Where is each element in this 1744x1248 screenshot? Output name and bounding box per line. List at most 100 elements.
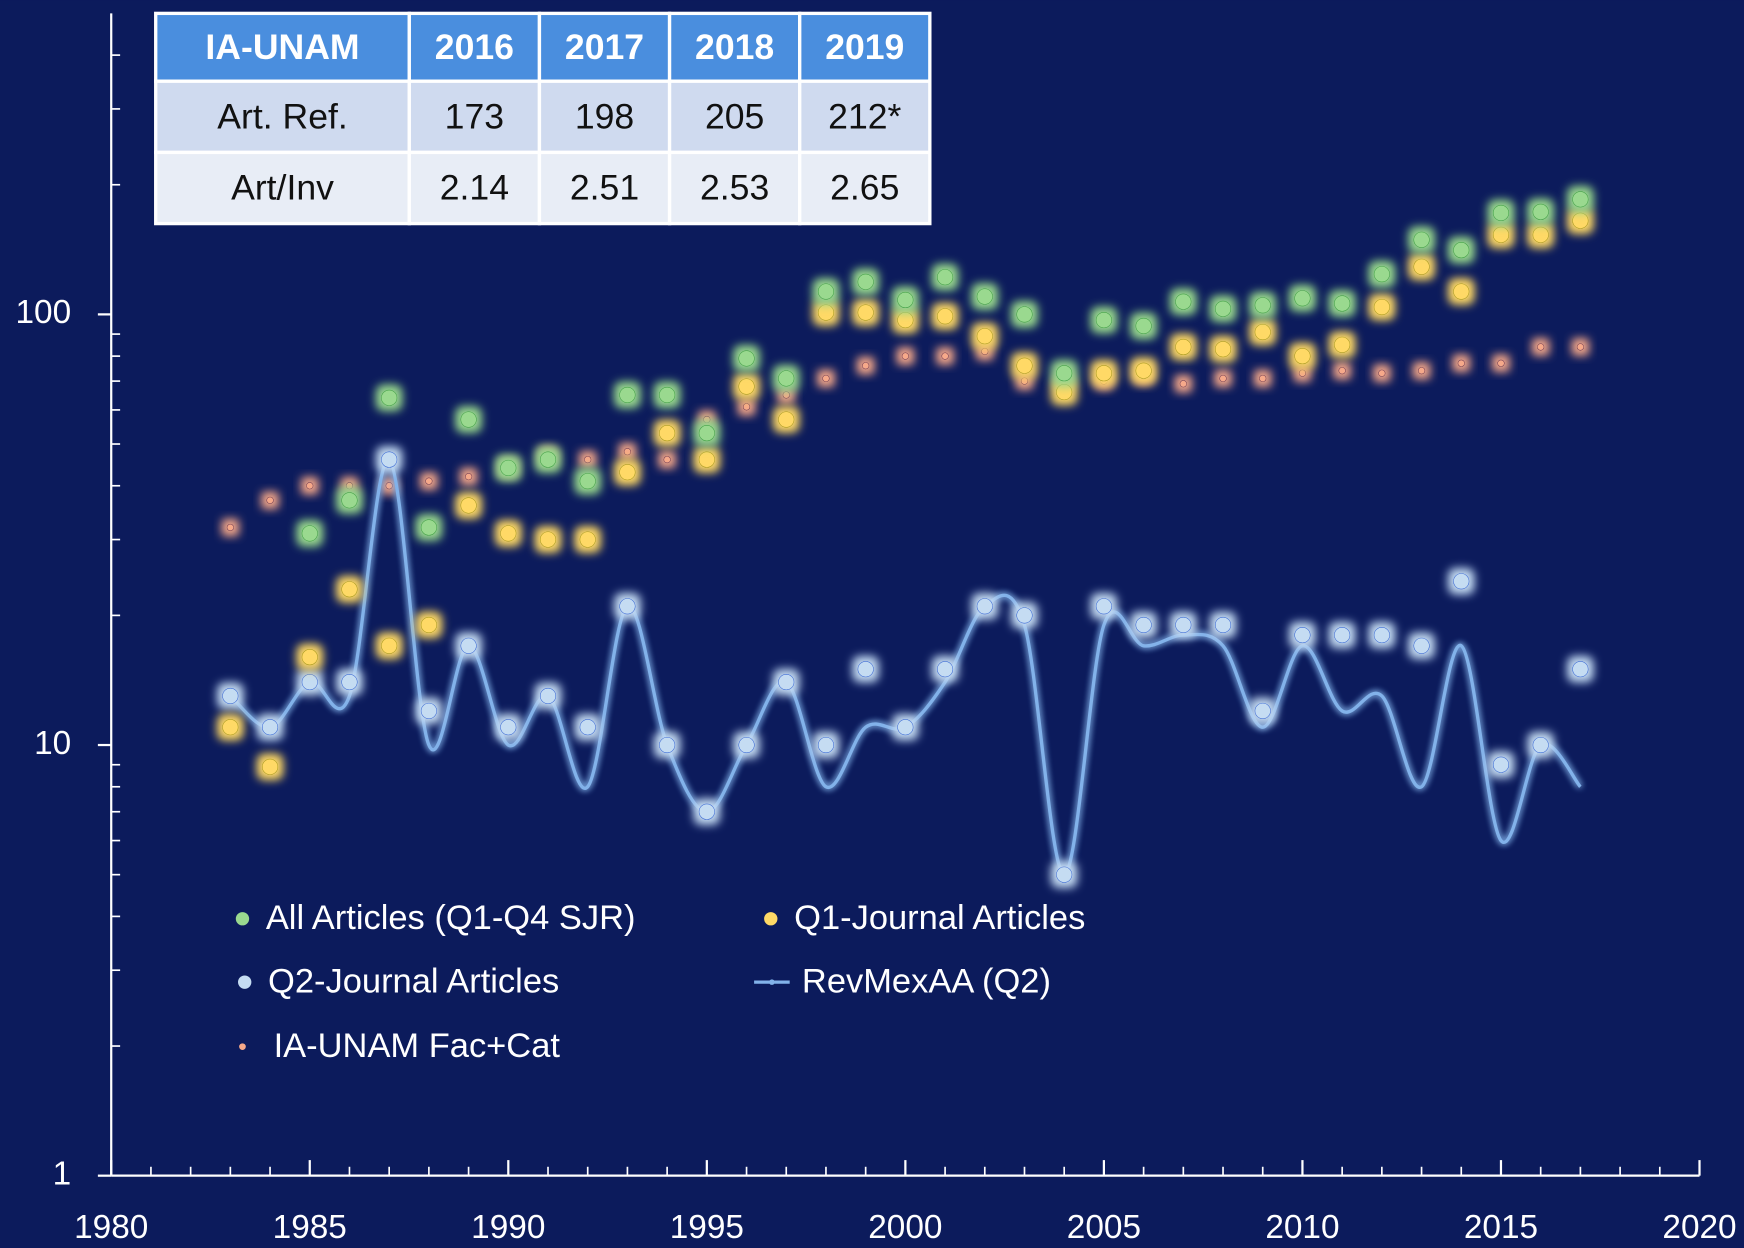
data-point [222,687,239,705]
data-point [385,482,393,490]
table: IA-UNAM 2016 2017 2018 2019 Art. Ref. 173 198 20… [154,11,932,226]
data-point [584,456,592,464]
data-point [619,386,636,404]
legend-symbol [769,979,775,985]
table-value: 205 [705,96,764,136]
data-point [1338,367,1346,375]
data-point [420,616,437,634]
data-point [341,674,358,691]
data-point [937,661,954,678]
x-tick-label: 2020 [1662,1209,1736,1246]
data-point [1214,616,1232,634]
data-point [1020,377,1029,385]
data-point [1373,298,1390,316]
table-cell [537,11,672,83]
data-point [464,473,473,481]
x-tick-label: 2000 [868,1209,942,1246]
data-point [1532,736,1549,754]
data-point [981,347,989,356]
data-point [817,304,835,321]
data-point [539,451,557,468]
table-value: 198 [575,96,634,136]
data-point [782,391,790,399]
data-point [778,411,795,428]
data-point [1056,384,1073,401]
data-point [345,482,354,490]
table-cell [154,150,411,226]
data-point [1016,306,1033,323]
data-point [1334,295,1351,312]
table-value: 2.65 [830,168,899,208]
legend-symbol [764,912,778,926]
data-point [698,425,715,442]
data-point [976,598,993,615]
data-point [1214,341,1232,358]
data-point [1378,369,1386,377]
data-point [623,448,632,456]
data-point [1457,359,1465,367]
data-point [226,523,234,532]
data-point [1413,258,1430,275]
x-tick-label: 1980 [74,1209,148,1246]
x-tick-label: 2005 [1067,1209,1141,1246]
x-tick-label: 2010 [1265,1209,1339,1246]
table-value: Art. Ref. [217,96,347,136]
data-point [1532,226,1549,243]
legend: All Articles (Q1-Q4 SJR) Q1-Journal Artic… [235,899,1085,1065]
data-point [420,519,437,536]
data-point [539,531,557,548]
table-cell [407,11,542,83]
table-cell [667,150,802,226]
legend-label: IA-UNAM Fac+Cat [274,1027,561,1065]
data-point [1492,204,1510,222]
data-point [301,649,318,666]
legend-symbol [239,1043,246,1050]
data-point [1413,637,1430,654]
table-cell [537,79,672,155]
data-point [897,312,914,329]
data-point [500,459,517,476]
y-tick-label: 100 [16,294,72,331]
legend-label: Q2-Journal Articles [268,962,559,1000]
data-point [306,482,314,490]
data-point [619,464,636,481]
data-point [1453,573,1470,590]
data-point [937,308,954,325]
data-point [897,291,914,309]
table-cell [798,79,932,155]
data-point [738,736,755,754]
data-point [941,352,949,360]
table-value: Art/Inv [231,168,334,208]
data-point [261,758,279,775]
data-point [663,456,671,464]
data-point [1294,290,1311,307]
data-point [261,719,279,736]
data-point [659,736,676,754]
data-point [1016,607,1033,624]
table-value: 173 [445,96,504,136]
data-point [1492,756,1510,773]
data-point [1016,357,1033,374]
data-point [1056,866,1073,883]
data-point [937,269,954,286]
data-point [381,637,398,654]
data-point [1135,616,1152,634]
data-point [460,411,477,428]
data-point [1537,343,1545,351]
data-point [1095,365,1112,382]
data-point [976,328,993,345]
data-point [862,362,870,370]
table-cell [798,150,932,226]
data-point [817,283,835,300]
table-header: 2017 [565,27,644,67]
legend-label: All Articles (Q1-Q4 SJR) [266,899,636,937]
data-point [1294,348,1311,365]
data-point [341,492,358,509]
data-point [698,451,715,468]
legend-symbol [238,975,252,989]
data-point [1492,226,1510,243]
data-point [1135,317,1152,335]
x-tick-label: 2015 [1464,1209,1538,1246]
data-point [619,598,636,615]
